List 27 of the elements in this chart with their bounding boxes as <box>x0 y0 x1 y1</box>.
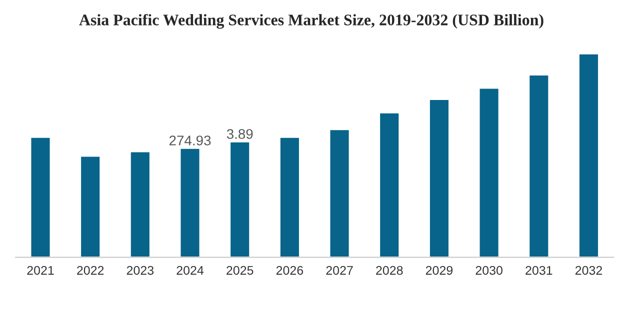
bar <box>130 150 151 258</box>
chart-title: Asia Pacific Wedding Services Market Size, 2019-2032 (USD Billion) <box>79 14 544 29</box>
x-tick-label: 2021 <box>27 266 54 275</box>
x-tick-label: 2026 <box>276 266 304 275</box>
bar <box>378 112 400 258</box>
bar <box>229 140 251 258</box>
bar <box>478 87 500 258</box>
bar <box>279 136 300 258</box>
bar <box>30 136 52 258</box>
data-label: 274.93 <box>169 136 211 146</box>
x-tick-label: 2023 <box>126 266 154 275</box>
x-tick-label: 2025 <box>226 266 254 275</box>
bar <box>179 147 201 258</box>
x-tick-label: 2027 <box>326 266 353 275</box>
x-tick-label: 2028 <box>376 266 403 275</box>
x-tick-label: 2024 <box>176 266 204 275</box>
x-tick-label: 2022 <box>77 266 104 275</box>
bar <box>328 128 350 258</box>
bar <box>528 74 550 258</box>
bar <box>80 155 101 258</box>
annotation: 3.89 <box>226 129 253 139</box>
x-tick-label: 2029 <box>426 266 453 275</box>
bar <box>428 98 450 258</box>
bar <box>578 52 600 258</box>
x-tick-label: 2030 <box>476 266 502 275</box>
x-tick-label: 2031 <box>526 266 552 275</box>
x-tick-label: 2032 <box>575 266 602 275</box>
